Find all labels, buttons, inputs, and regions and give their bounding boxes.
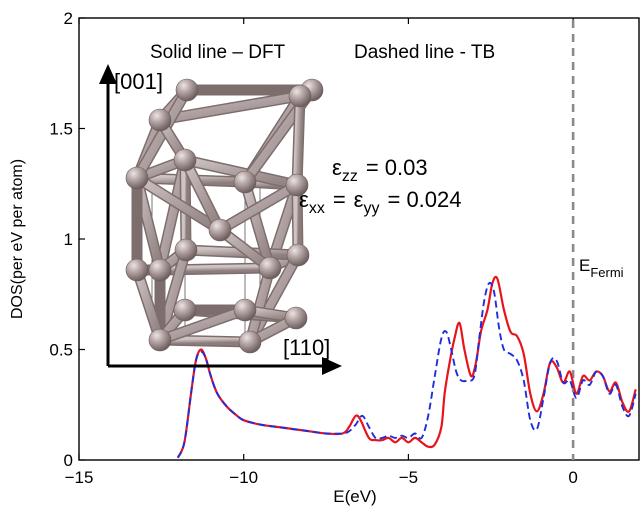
eps-equals: = [333, 187, 346, 212]
atom [173, 148, 197, 172]
strain-zz-annotation: εzz = 0.03 [332, 155, 428, 185]
bond [293, 92, 304, 189]
fermi-label-main: E [579, 256, 590, 275]
x-tick-label: 0 [568, 468, 577, 487]
atom [233, 298, 257, 322]
axis-110-arrowhead [322, 357, 342, 375]
x-tick-label: −5 [399, 468, 418, 487]
atom [285, 173, 309, 197]
x-axis-label: E(eV) [333, 487, 376, 506]
atom [286, 243, 310, 267]
atom [148, 108, 172, 132]
bond [156, 306, 249, 344]
dos-curves [176, 275, 637, 459]
legend-solid-dft: Solid line – DFT [150, 42, 286, 63]
y-tick-label: 0.5 [49, 341, 73, 360]
eps-xx-symbol: ε [299, 187, 309, 212]
eps-xy-value: = 0.024 [387, 187, 461, 212]
eps-yy-symbol: ε [354, 187, 364, 212]
atom [148, 328, 172, 352]
axis-001-label: [001] [114, 69, 163, 94]
bond [133, 266, 164, 344]
atom [174, 238, 198, 262]
series-line-tb [176, 281, 637, 459]
y-tick-label: 1.5 [49, 120, 73, 139]
atom [148, 258, 172, 282]
atom [175, 78, 199, 102]
x-tick-label: −15 [65, 468, 94, 487]
eps-zz-symbol: ε [332, 155, 342, 180]
atom [288, 84, 312, 108]
atom [258, 256, 282, 280]
bond [216, 181, 301, 234]
eps-zz-value: = 0.03 [366, 155, 428, 180]
y-tick-label: 1 [64, 230, 73, 249]
atom [233, 170, 257, 194]
y-tick-label: 2 [64, 9, 73, 28]
atom [208, 218, 232, 242]
x-tick-label: −10 [229, 468, 258, 487]
strain-xx-yy-annotation: εxx = εyy = 0.024 [299, 187, 462, 217]
atom [125, 258, 149, 282]
eps-yy-subscript: yy [363, 200, 379, 217]
fermi-label-subscript: Fermi [590, 265, 623, 280]
atom [125, 166, 149, 190]
axis-110-label: [110] [283, 335, 330, 360]
bond [156, 92, 304, 124]
svg-text:εzz= 0.03: εzz = 0.03 [332, 155, 428, 185]
axis-001-arrowhead [99, 64, 117, 84]
bond [181, 156, 224, 234]
bond [133, 86, 191, 182]
crystal-structure-image [125, 78, 324, 354]
eps-zz-subscript: zz [342, 168, 358, 185]
bond [246, 264, 274, 346]
bond [241, 178, 274, 272]
atom [284, 306, 308, 330]
eps-xx-subscript: xx [309, 200, 325, 217]
atom [173, 298, 197, 322]
bond [133, 174, 224, 234]
fermi-label: EFermi [579, 256, 624, 280]
y-tick-label: 0 [64, 451, 73, 470]
direction-axes [99, 64, 342, 375]
bond [293, 181, 302, 259]
atom [238, 330, 262, 354]
legend-dashed-tb: Dashed line - TB [354, 42, 495, 63]
y-axis-label: DOS(per eV per atom) [9, 159, 26, 319]
svg-text:εxx=εyy= 0.024: εxx = εyy = 0.024 [299, 187, 462, 217]
